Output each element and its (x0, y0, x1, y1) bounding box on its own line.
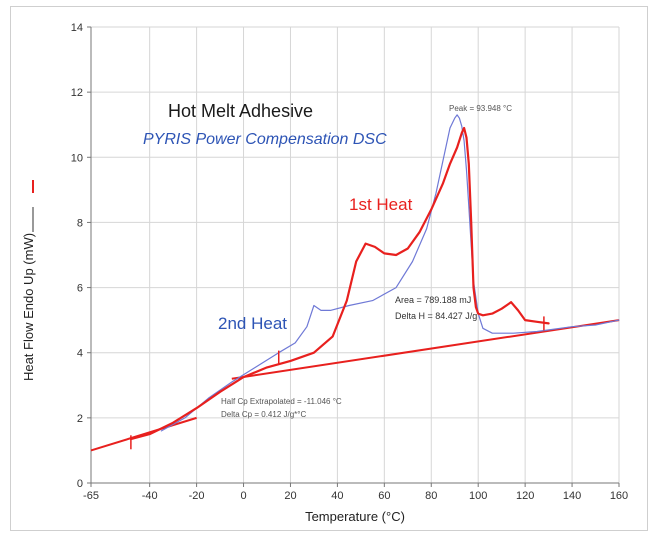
half-cp-annotation: Half Cp Extrapolated = -11.046 °C (221, 397, 342, 406)
x-axis-label: Temperature (°C) (305, 509, 405, 524)
area-annotation: Area = 789.188 mJ (395, 295, 471, 305)
chart-frame: -65 -40 -20 0 20 40 60 80 100 120 140 160 0 2 4 6 8 10 12… (10, 6, 648, 531)
x-tick-label: 40 (331, 490, 343, 502)
delta-cp-annotation: Delta Cp = 0.412 J/g*°C (221, 410, 306, 419)
x-tick-label: 120 (516, 490, 534, 502)
axes (90, 27, 619, 484)
y-tick-label: 14 (71, 22, 83, 34)
first-heat-label: 1st Heat (349, 195, 413, 214)
x-tick-label: 0 (240, 490, 246, 502)
x-tick-label: 60 (378, 490, 390, 502)
x-tick-label: -40 (142, 490, 158, 502)
grid-lines (90, 26, 620, 484)
x-tick-labels: -65 -40 -20 0 20 40 60 80 100 120 140 160 (83, 483, 628, 502)
dsc-chart: -65 -40 -20 0 20 40 60 80 100 120 140 160 0 2 4 6 8 10 12… (21, 22, 628, 524)
chart-subtitle: PYRIS Power Compensation DSC (143, 131, 387, 148)
x-tick-label: 100 (469, 490, 487, 502)
y-tick-label: 6 (77, 283, 83, 295)
y-tick-label: 0 (77, 478, 83, 490)
y-tick-labels: 0 2 4 6 8 10 12 14 (71, 22, 91, 490)
y-tick-label: 10 (71, 152, 83, 164)
x-tick-label: -65 (83, 490, 99, 502)
series-line-1st-heat (129, 126, 550, 441)
baselines (90, 319, 620, 452)
y-tick-label: 4 (77, 348, 83, 360)
baseline-line (90, 416, 197, 452)
peak-annotation: Peak = 93.948 °C (449, 104, 512, 113)
y-tick-label: 12 (71, 87, 83, 99)
x-tick-label: -20 (189, 490, 205, 502)
baseline-tick-marks (130, 316, 545, 450)
series-line-2nd-heat (160, 114, 620, 432)
x-tick-label: 160 (610, 490, 628, 502)
y-tick-label: 2 (77, 413, 83, 425)
delta-h-annotation: Delta H = 84.427 J/g (395, 311, 477, 321)
x-tick-label: 80 (425, 490, 437, 502)
x-tick-label: 20 (284, 490, 296, 502)
baseline-line (231, 319, 620, 380)
series-lines (129, 114, 620, 441)
y-axis-label: Heat Flow Endo Up (mW) (21, 233, 36, 381)
second-heat-label: 2nd Heat (218, 314, 287, 333)
y-tick-label: 8 (77, 217, 83, 229)
x-tick-label: 140 (563, 490, 581, 502)
chart-title: Hot Melt Adhesive (168, 101, 313, 121)
